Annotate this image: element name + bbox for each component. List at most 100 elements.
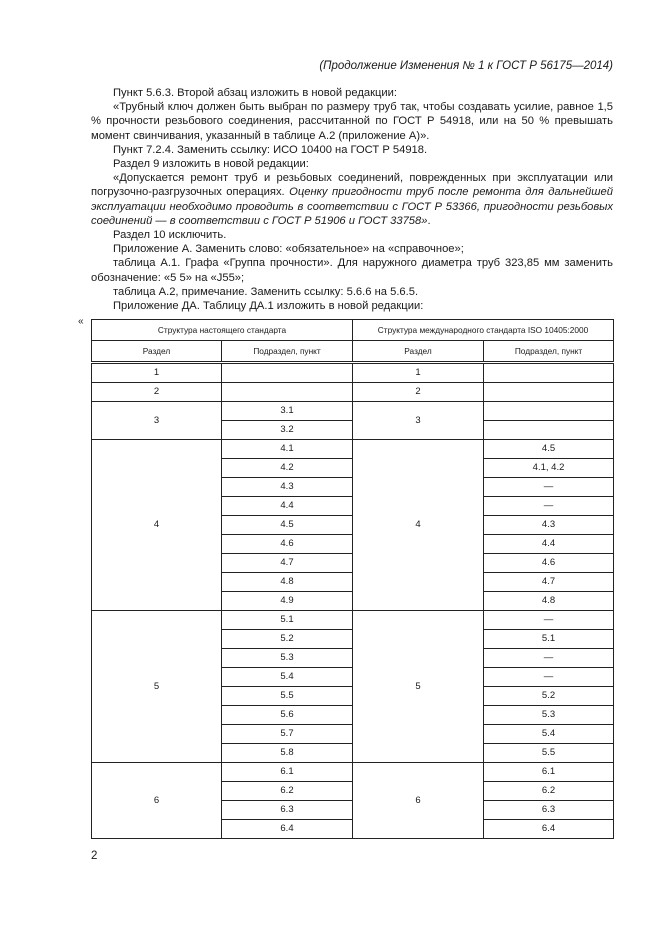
section-cell: 3	[91, 401, 222, 441]
iso-subsection-cell: —	[483, 477, 615, 498]
subsection-cell: 4.7	[220, 553, 354, 574]
table-row: 6.3 6.3	[92, 800, 615, 821]
column-header: Раздел	[91, 340, 222, 365]
subsection-cell: 5.6	[220, 705, 354, 726]
paragraph: Приложение ДА. Таблицу ДА.1 изложить в н…	[113, 300, 424, 313]
iso-subsection-cell: —	[483, 496, 615, 517]
subsection-cell: 6.3	[220, 800, 354, 821]
subsection-cell: 5.4	[220, 667, 354, 688]
subsection-cell: 3.2	[220, 420, 354, 441]
text: «Допускается ремонт труб и резьбовых сое…	[91, 172, 613, 199]
iso-subsection-cell: 6.1	[483, 762, 615, 783]
subsection-cell: 5.5	[220, 686, 354, 707]
paragraph: таблица А.1. Графа «Группа прочности». Д…	[91, 257, 613, 284]
subsection-cell: 4.5	[220, 515, 354, 536]
iso-subsection-cell	[483, 382, 615, 403]
table-row: 5.7 5.4	[92, 724, 615, 745]
subsection-cell: 4.4	[220, 496, 354, 517]
subsection-cell: 5.1	[220, 610, 354, 631]
section-cell: 2	[91, 382, 222, 403]
document-body: Пункт 5.6.3. Второй абзац изложить в нов…	[91, 86, 613, 313]
subsection-cell: 3.1	[220, 401, 354, 422]
iso-subsection-cell: 4.7	[483, 572, 615, 593]
table-row: 4.8 4.7	[92, 572, 615, 593]
paragraph: Пункт 5.6.3. Второй абзац изложить в нов…	[113, 87, 398, 99]
table-row: 5.4 —	[92, 667, 615, 688]
iso-subsection-cell: —	[483, 610, 615, 631]
iso-subsection-cell	[483, 420, 615, 441]
subsection-cell	[220, 382, 354, 403]
subsection-cell: 6.1	[220, 762, 354, 783]
iso-subsection-cell: 6.3	[483, 800, 615, 821]
iso-subsection-cell: 5.2	[483, 686, 615, 707]
iso-subsection-cell	[483, 362, 615, 384]
table-row: 6 6.1 6 6.1	[91, 762, 615, 840]
table-row: 6.4 6.4	[92, 819, 615, 840]
subsection-cell: 5.8	[220, 743, 354, 764]
table-row: 4.9 4.8	[92, 591, 615, 612]
iso-section-cell: 5	[352, 610, 485, 764]
iso-section-cell: 3	[352, 401, 485, 441]
section-cell: 6	[91, 762, 222, 840]
table-container: « Структура настоящего стандарта Структу…	[78, 316, 615, 840]
subsection-cell: 5.7	[220, 724, 354, 745]
iso-subsection-cell	[483, 401, 615, 422]
section-cell: 1	[91, 362, 222, 384]
subsection-cell: 6.4	[220, 819, 354, 840]
iso-section-cell: 6	[352, 762, 485, 840]
text: .	[427, 214, 431, 227]
group-header: Структура международного стандарта ISO 1…	[352, 319, 615, 342]
iso-subsection-cell: 6.4	[483, 819, 615, 840]
structure-table: Структура настоящего стандарта Структура…	[90, 319, 615, 840]
iso-subsection-cell: 5.3	[483, 705, 615, 726]
column-header-row: Раздел Подраздел, пункт Раздел Подраздел…	[91, 340, 615, 365]
table-row: 4.6 4.4	[92, 534, 615, 555]
iso-section-cell: 1	[352, 362, 485, 384]
iso-subsection-cell: 4.5	[483, 439, 615, 460]
page-content: Пункт 5.6.3. Второй абзац изложить в нов…	[78, 86, 615, 863]
iso-subsection-cell: 4.1, 4.2	[483, 458, 615, 479]
table-row: 5.3 —	[92, 648, 615, 669]
column-header: Подраздел, пункт	[483, 340, 615, 365]
subsection-cell: 5.2	[220, 629, 354, 650]
group-header: Структура настоящего стандарта	[90, 319, 354, 342]
paragraph-section-9: «Допускается ремонт труб и резьбовых сое…	[91, 171, 613, 228]
column-header: Раздел	[352, 340, 485, 365]
paragraph: Раздел 9 изложить в новой редакции:	[113, 158, 309, 171]
running-header: (Продолжение Изменения № 1 к ГОСТ Р 5617…	[319, 60, 613, 72]
section-cell: 4	[91, 439, 222, 612]
italic-text: Оценку пригодности труб после ремонта дл…	[91, 186, 613, 227]
iso-subsection-cell: 4.6	[483, 553, 615, 574]
table-row: 4.2 4.1, 4.2	[92, 458, 615, 479]
subsection-cell: 4.1	[220, 439, 354, 460]
paragraph: Раздел 10 исключить.	[113, 229, 227, 242]
subsection-cell: 5.3	[220, 648, 354, 669]
subsection-cell: 4.2	[220, 458, 354, 479]
subsection-cell: 6.2	[220, 781, 354, 802]
iso-subsection-cell: 4.3	[483, 515, 615, 536]
page-number: 2	[91, 850, 98, 863]
iso-subsection-cell: 4.4	[483, 534, 615, 555]
table-row: 4 4.1 4 4.5	[91, 439, 615, 612]
table-row: 6.2 6.2	[92, 781, 615, 802]
table-row: 4.3 —	[92, 477, 615, 498]
subsection-cell	[220, 362, 354, 384]
group-header-row: Структура настоящего стандарта Структура…	[90, 319, 615, 342]
iso-subsection-cell: 6.2	[483, 781, 615, 802]
paragraph: Пункт 7.2.4. Заменить ссылку: ИСО 10400 …	[113, 143, 428, 156]
iso-section-cell: 4	[352, 439, 485, 612]
paragraph: «Трубный ключ должен быть выбран по разм…	[91, 101, 613, 142]
iso-subsection-cell: 4.8	[483, 591, 615, 612]
subsection-cell: 4.9	[220, 591, 354, 612]
quote-open: «	[78, 316, 84, 328]
column-header: Подраздел, пункт	[220, 340, 354, 365]
table-row: 3 3.1 3	[91, 401, 615, 441]
subsection-cell: 4.6	[220, 534, 354, 555]
iso-subsection-cell: —	[483, 648, 615, 669]
iso-subsection-cell: 5.5	[483, 743, 615, 764]
table-row: 5 5.1 5—	[91, 610, 615, 764]
iso-section-cell: 2	[352, 382, 485, 403]
section-cell: 5	[91, 610, 222, 764]
